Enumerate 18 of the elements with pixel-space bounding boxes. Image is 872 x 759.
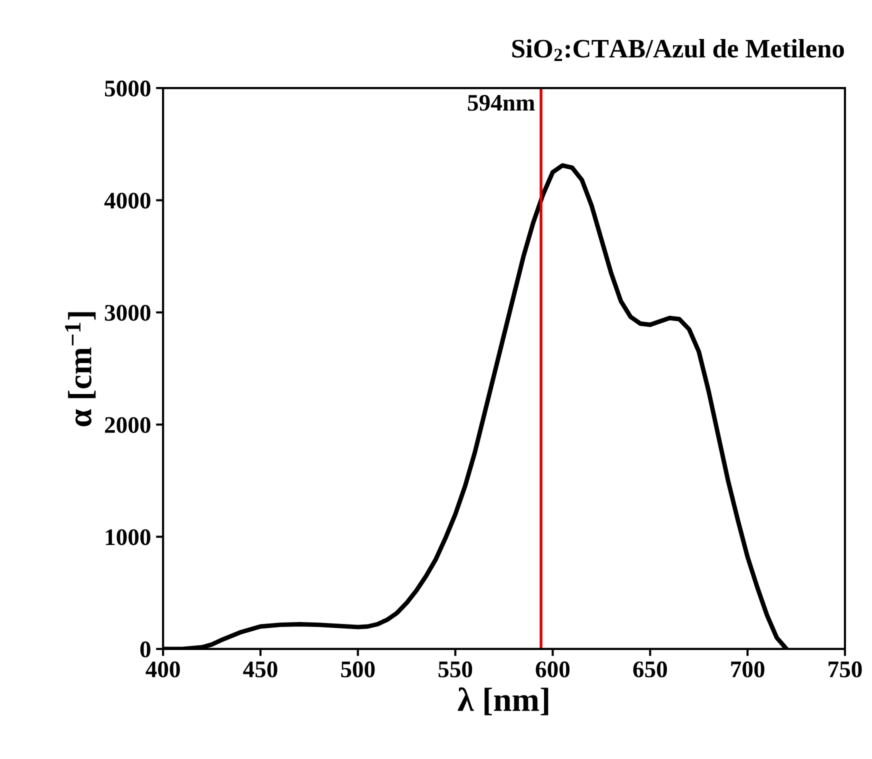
x-tick-label: 400 bbox=[146, 661, 180, 678]
y-tick-label: 4000 bbox=[104, 192, 150, 209]
x-tick-label: 450 bbox=[243, 661, 278, 678]
x-tick-label: 500 bbox=[341, 661, 375, 678]
y-tick-label: 2000 bbox=[105, 417, 150, 434]
y-tick-label: 1000 bbox=[106, 529, 150, 546]
x-tick-label: 700 bbox=[731, 661, 764, 678]
y-tick-label: 3000 bbox=[104, 304, 150, 321]
x-axis-title: λ [nm] bbox=[458, 687, 548, 716]
x-tick-label: 600 bbox=[536, 661, 570, 678]
ref-line-label: 594nm bbox=[468, 94, 535, 111]
y-tick-label: 5000 bbox=[104, 80, 150, 96]
y-axis-title: α [cm$^{−1}$] bbox=[65, 312, 96, 426]
y-tick-label: 0 bbox=[140, 641, 150, 658]
chart-title: SiO$_{2}$:CTAB/Azul de Metileno bbox=[512, 39, 844, 61]
x-tick-label: 750 bbox=[828, 661, 862, 678]
x-tick-label: 650 bbox=[633, 661, 667, 678]
x-tick-label: 550 bbox=[438, 661, 472, 678]
